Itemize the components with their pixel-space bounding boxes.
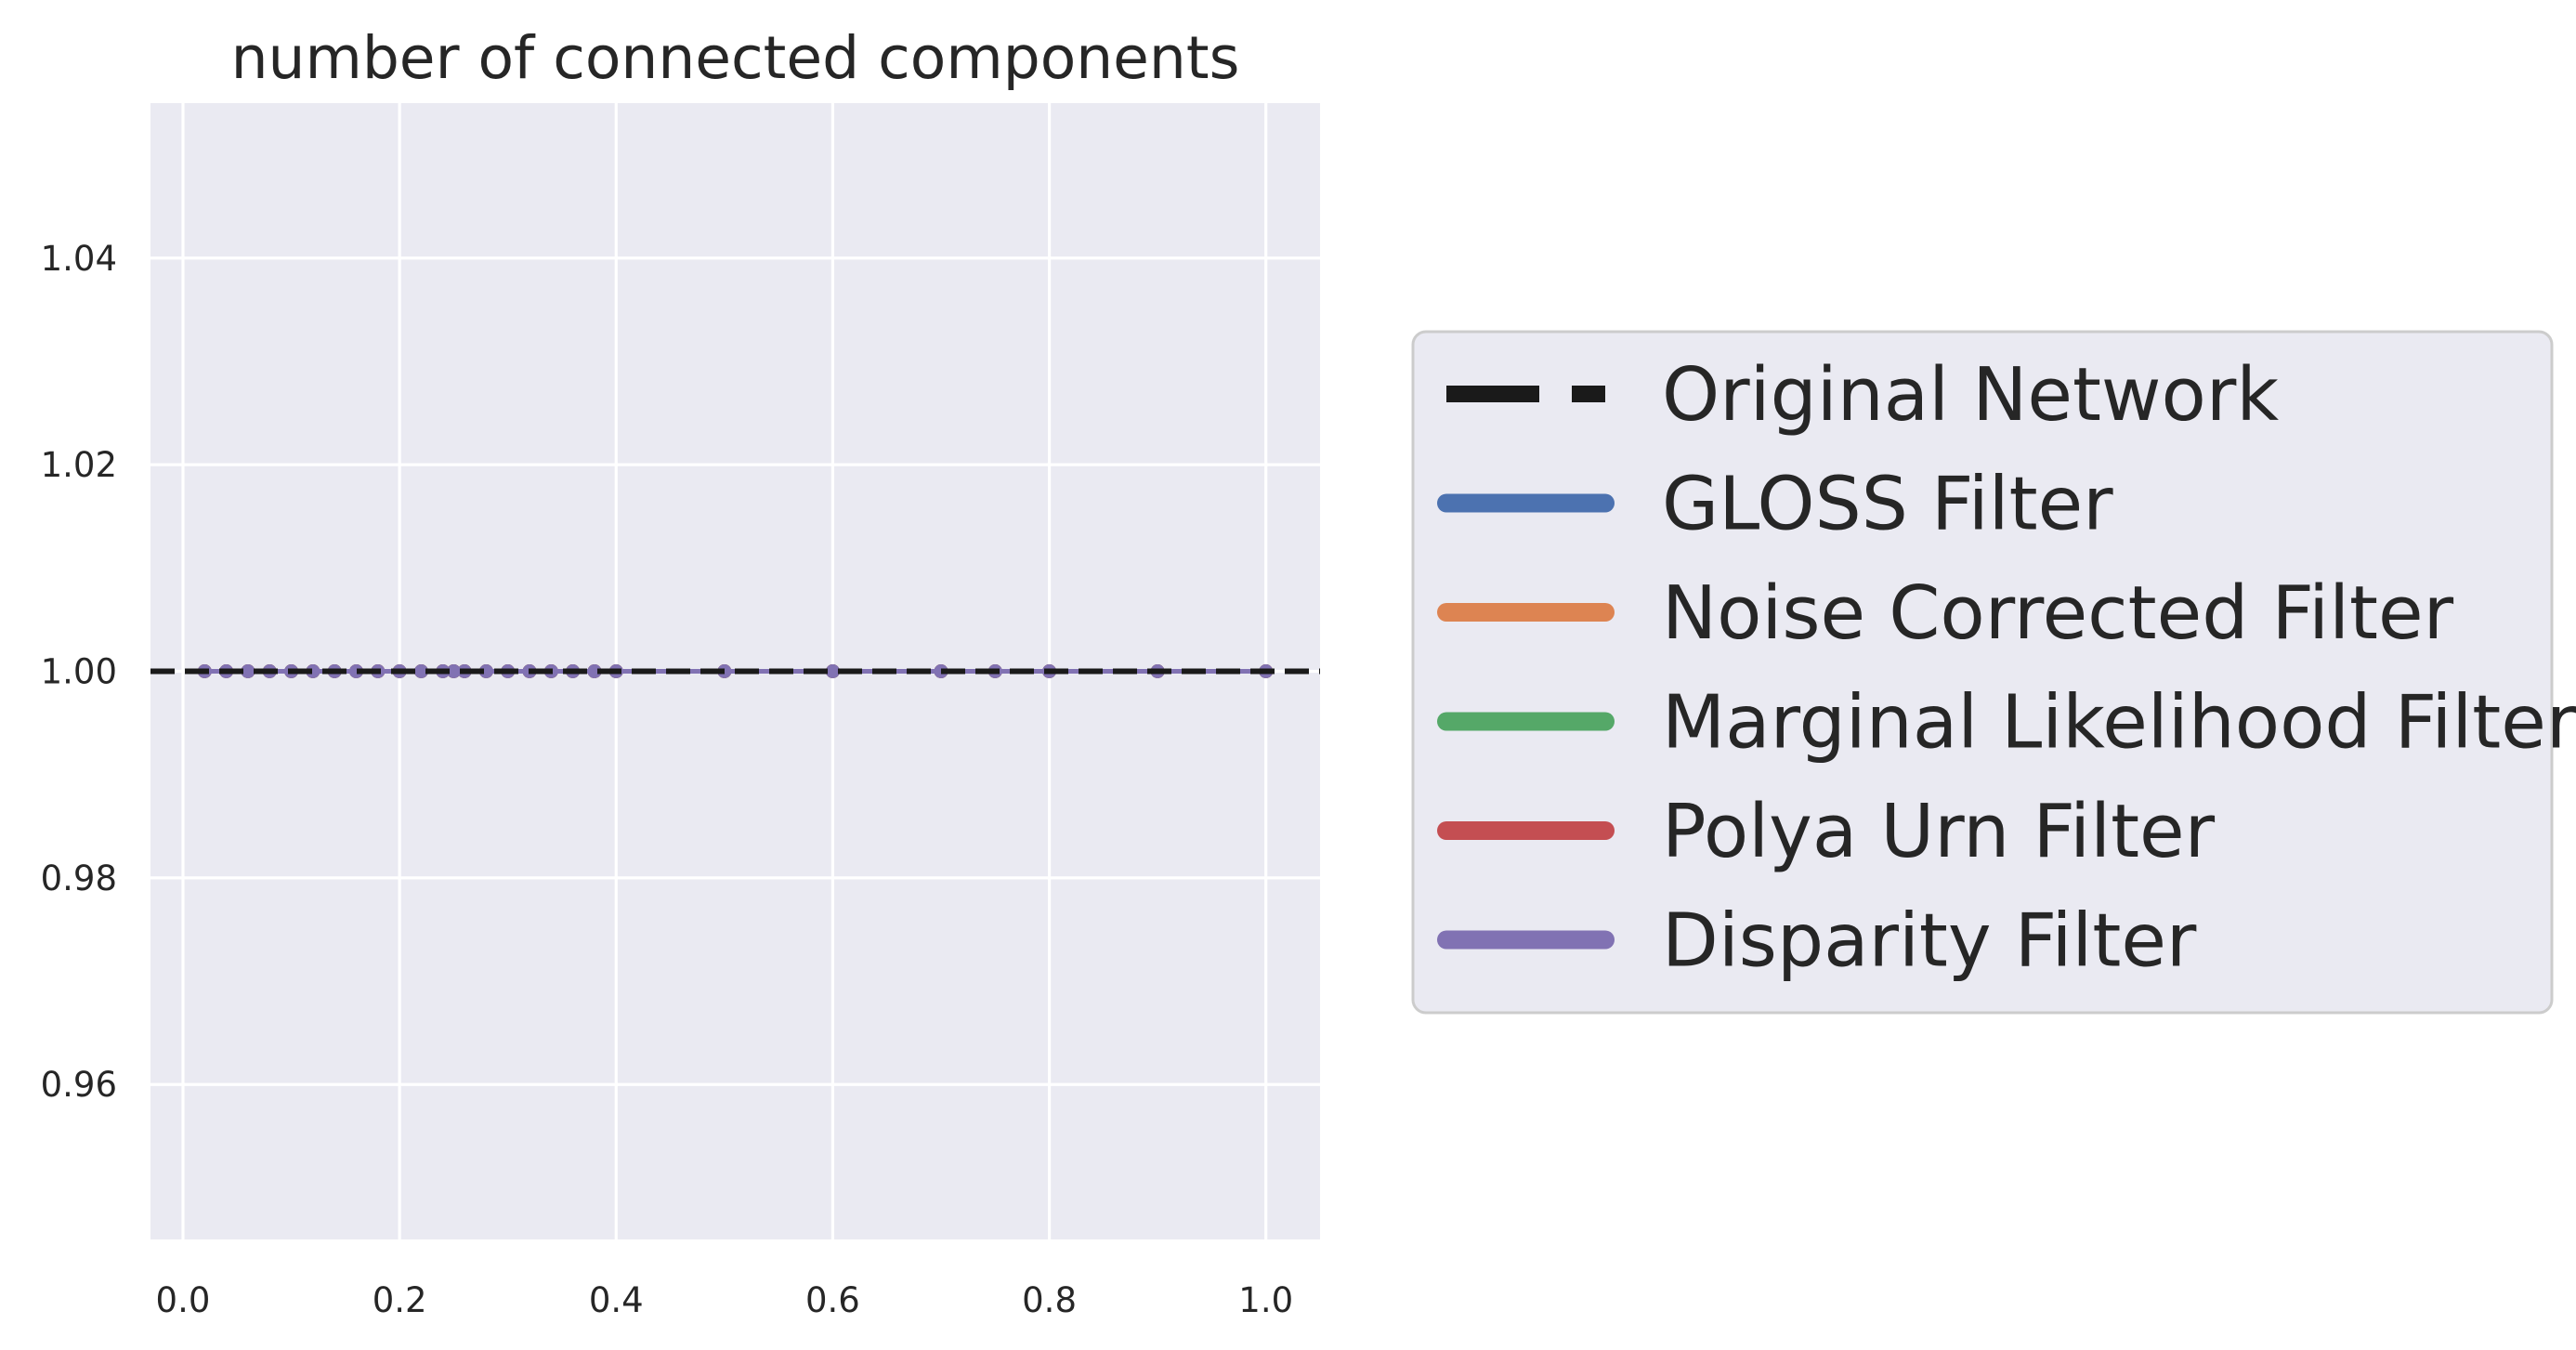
y-tick-label: 0.96: [41, 1065, 117, 1105]
disparity-filter-point: [446, 664, 461, 678]
x-tick-label: 0.8: [1022, 1280, 1077, 1320]
x-tick-label: 0.2: [373, 1280, 427, 1320]
legend-items: Original Network GLOSS Filter Noise Correc…: [1437, 352, 2576, 984]
legend-label-polya-urn-filter: Polya Urn Filter: [1662, 789, 2216, 874]
y-axis-ticks: 0.96 0.98 1.00 1.02 1.04: [41, 239, 117, 1105]
disparity-filter-point: [306, 664, 320, 678]
disparity-filter-point: [934, 664, 948, 678]
legend-label-noise-corrected-filter: Noise Corrected Filter: [1662, 570, 2454, 656]
x-tick-label: 0.0: [156, 1280, 211, 1320]
y-tick-label: 1.02: [41, 445, 117, 485]
disparity-filter-point: [241, 664, 255, 678]
chart-title: number of connected components: [231, 24, 1240, 92]
plot-area: [150, 103, 1320, 1239]
disparity-filter-point: [825, 664, 840, 678]
disparity-filter-point: [587, 664, 602, 678]
legend-label-marginal-likelihood-filter: Marginal Likelihood Filter: [1662, 680, 2576, 766]
x-axis-ticks: 0.0 0.2 0.4 0.6 0.8 1.0: [156, 1280, 1294, 1320]
y-tick-label: 0.98: [41, 858, 117, 898]
legend: Original Network GLOSS Filter Noise Correc…: [1411, 330, 2576, 1015]
disparity-filter-point: [413, 664, 428, 678]
y-tick-label: 1.00: [41, 652, 117, 692]
legend-label-original-network: Original Network: [1662, 352, 2279, 438]
x-tick-label: 0.6: [805, 1280, 860, 1320]
legend-box: [1411, 330, 2554, 1015]
legend-label-gloss-filter: GLOSS Filter: [1662, 462, 2113, 547]
disparity-filter-point: [478, 664, 493, 678]
disparity-filter-point: [348, 664, 363, 678]
x-tick-label: 0.4: [589, 1280, 644, 1320]
legend-label-disparity-filter: Disparity Filter: [1662, 898, 2197, 984]
y-tick-label: 1.04: [41, 239, 117, 279]
x-tick-label: 1.0: [1238, 1280, 1293, 1320]
